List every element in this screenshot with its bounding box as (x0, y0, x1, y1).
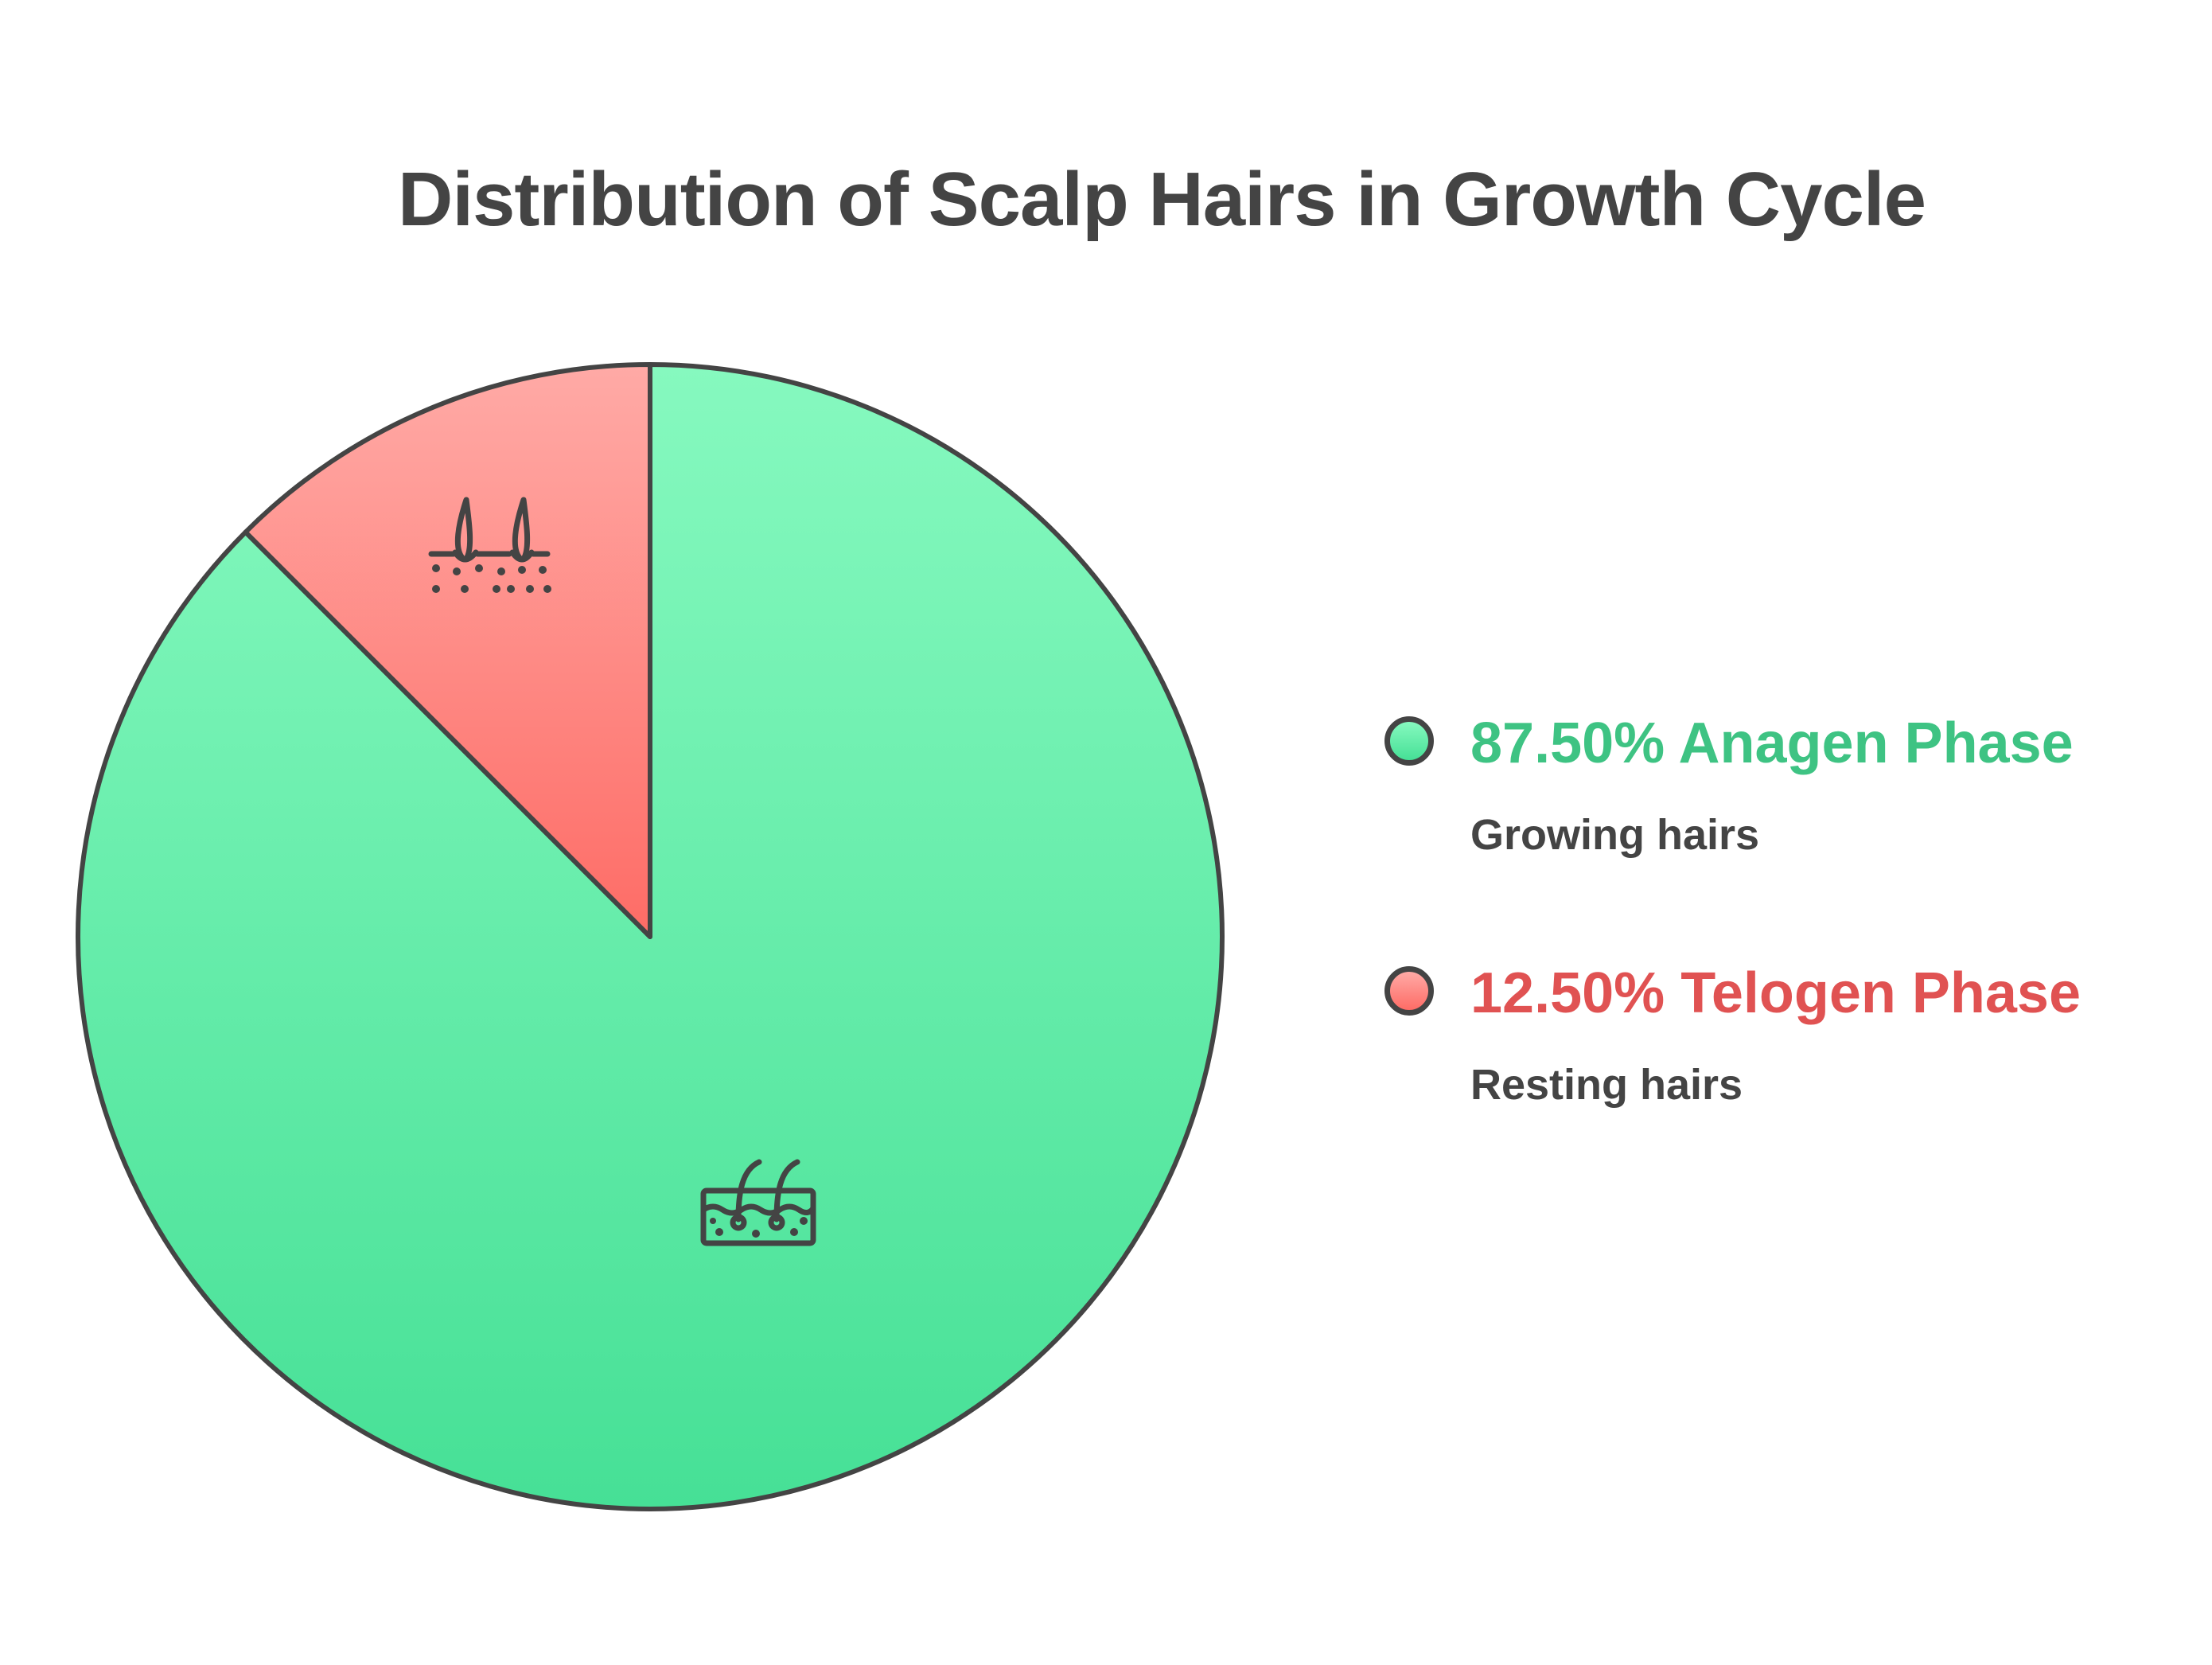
pie-slice-telogen (243, 362, 652, 939)
legend-description-telogen: Resting hairs (1470, 1061, 1743, 1109)
legend-label-anagen: 87.50% Anagen Phase (1470, 712, 2074, 775)
legend-dot-telogen (1384, 966, 1434, 1016)
legend-dot-anagen (1384, 716, 1434, 766)
legend-description-anagen: Growing hairs (1470, 811, 1760, 859)
chart-title: Distribution of Scalp Hairs in Growth Cy… (398, 157, 1926, 242)
resting-hair-follicle-icon (428, 497, 551, 593)
legend-label-telogen: 12.50% Telogen Phase (1470, 961, 2082, 1025)
growing-hair-follicle-icon (700, 1159, 816, 1246)
